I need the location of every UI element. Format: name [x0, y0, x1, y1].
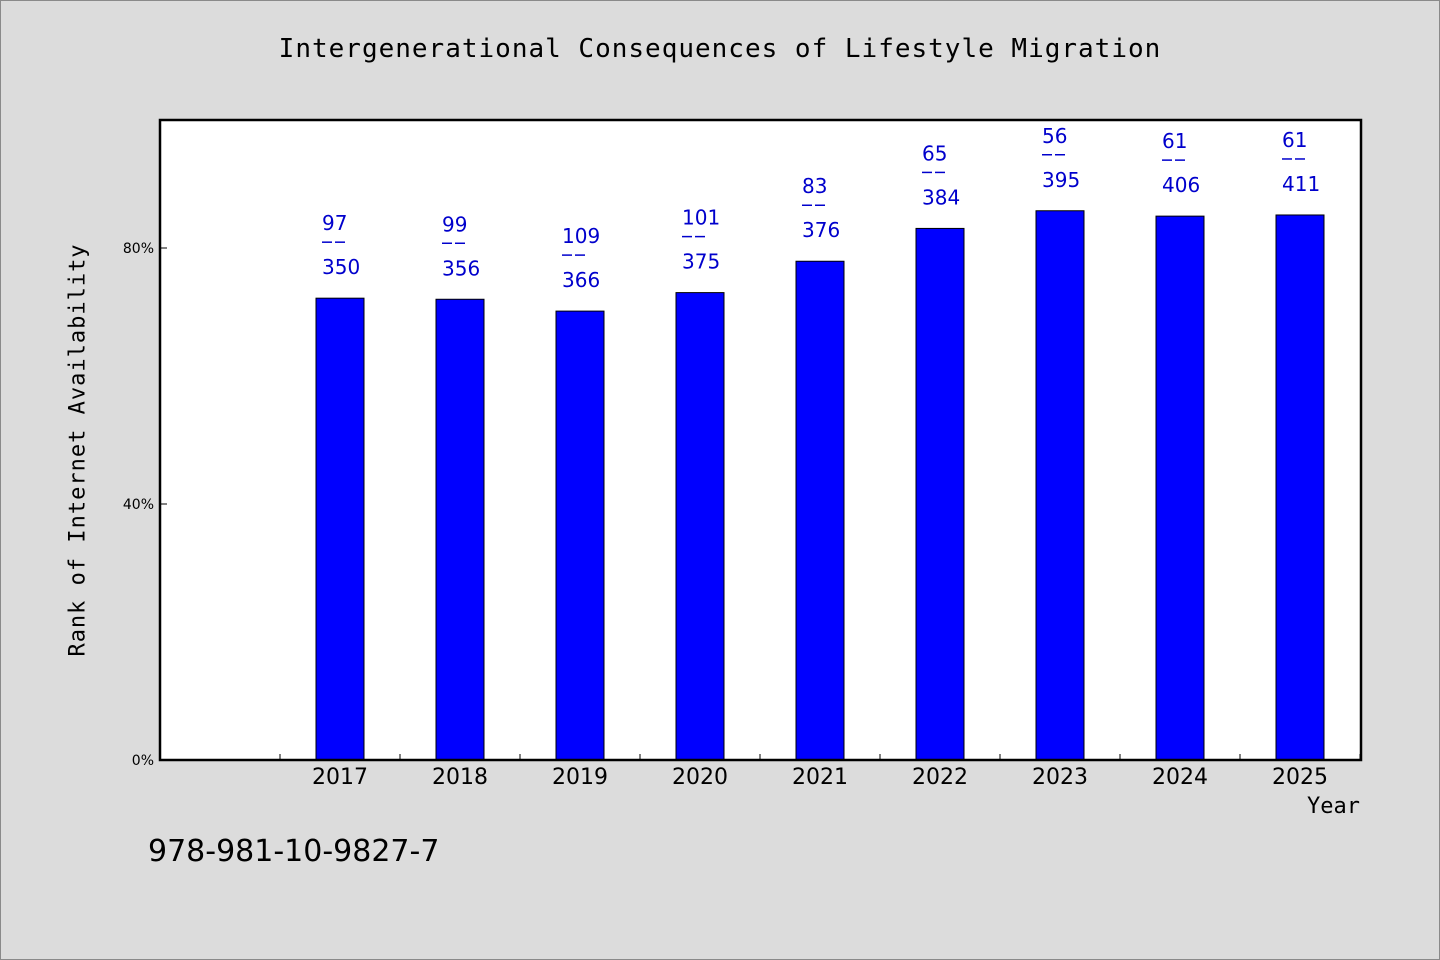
- x-axis-label: Year: [1307, 794, 1360, 819]
- x-tick-label: 2020: [672, 765, 728, 790]
- bar-2025: [1275, 214, 1325, 761]
- x-tick-label: 2019: [552, 765, 608, 790]
- x-tick-label: 2022: [912, 765, 968, 790]
- data-label-denominator: 350: [322, 255, 360, 279]
- data-label-numerator: 101: [682, 206, 720, 230]
- data-label-numerator: 99: [442, 212, 467, 236]
- data-label-denominator: 356: [442, 256, 480, 280]
- bar-2018: [435, 298, 485, 761]
- data-label-numerator: 83: [802, 174, 827, 198]
- data-label-denominator: 384: [922, 185, 960, 209]
- data-label-numerator: 109: [562, 224, 600, 248]
- bar-2017: [315, 297, 365, 761]
- x-tick-label: 2021: [792, 765, 848, 790]
- x-tick-label: 2025: [1272, 765, 1328, 790]
- chart-title: Intergenerational Consequences of Lifest…: [278, 34, 1162, 64]
- data-label-numerator: 61: [1162, 129, 1187, 153]
- bar-2024: [1155, 215, 1205, 761]
- data-label-denominator: 395: [1042, 168, 1080, 192]
- bar-2023: [1035, 210, 1085, 761]
- data-label-denominator: 406: [1162, 173, 1200, 197]
- data-label-denominator: 411: [1282, 172, 1320, 196]
- bar-2020: [675, 292, 725, 761]
- data-label-numerator: 56: [1042, 124, 1067, 148]
- data-label-denominator: 375: [682, 250, 720, 274]
- x-tick-label: 2017: [312, 765, 368, 790]
- data-label-denominator: 366: [562, 268, 600, 292]
- data-label-numerator: 97: [322, 211, 347, 235]
- plot-border: [158, 118, 1363, 762]
- data-label-denominator: 376: [802, 218, 840, 242]
- x-tick-label: 2023: [1032, 765, 1088, 790]
- y-tick-label: 0%: [132, 753, 154, 769]
- bar-2022: [915, 227, 965, 761]
- data-label-numerator: 65: [922, 141, 947, 165]
- x-tick-label: 2018: [432, 765, 488, 790]
- data-label-numerator: 61: [1282, 128, 1307, 152]
- x-tick-label: 2024: [1152, 765, 1208, 790]
- isbn-footer: 978-981-10-9827-7: [148, 834, 440, 869]
- y-tick-label: 80%: [123, 241, 154, 257]
- bar-2021: [795, 260, 845, 761]
- bar-2019: [555, 310, 605, 761]
- y-tick-label: 40%: [123, 497, 154, 513]
